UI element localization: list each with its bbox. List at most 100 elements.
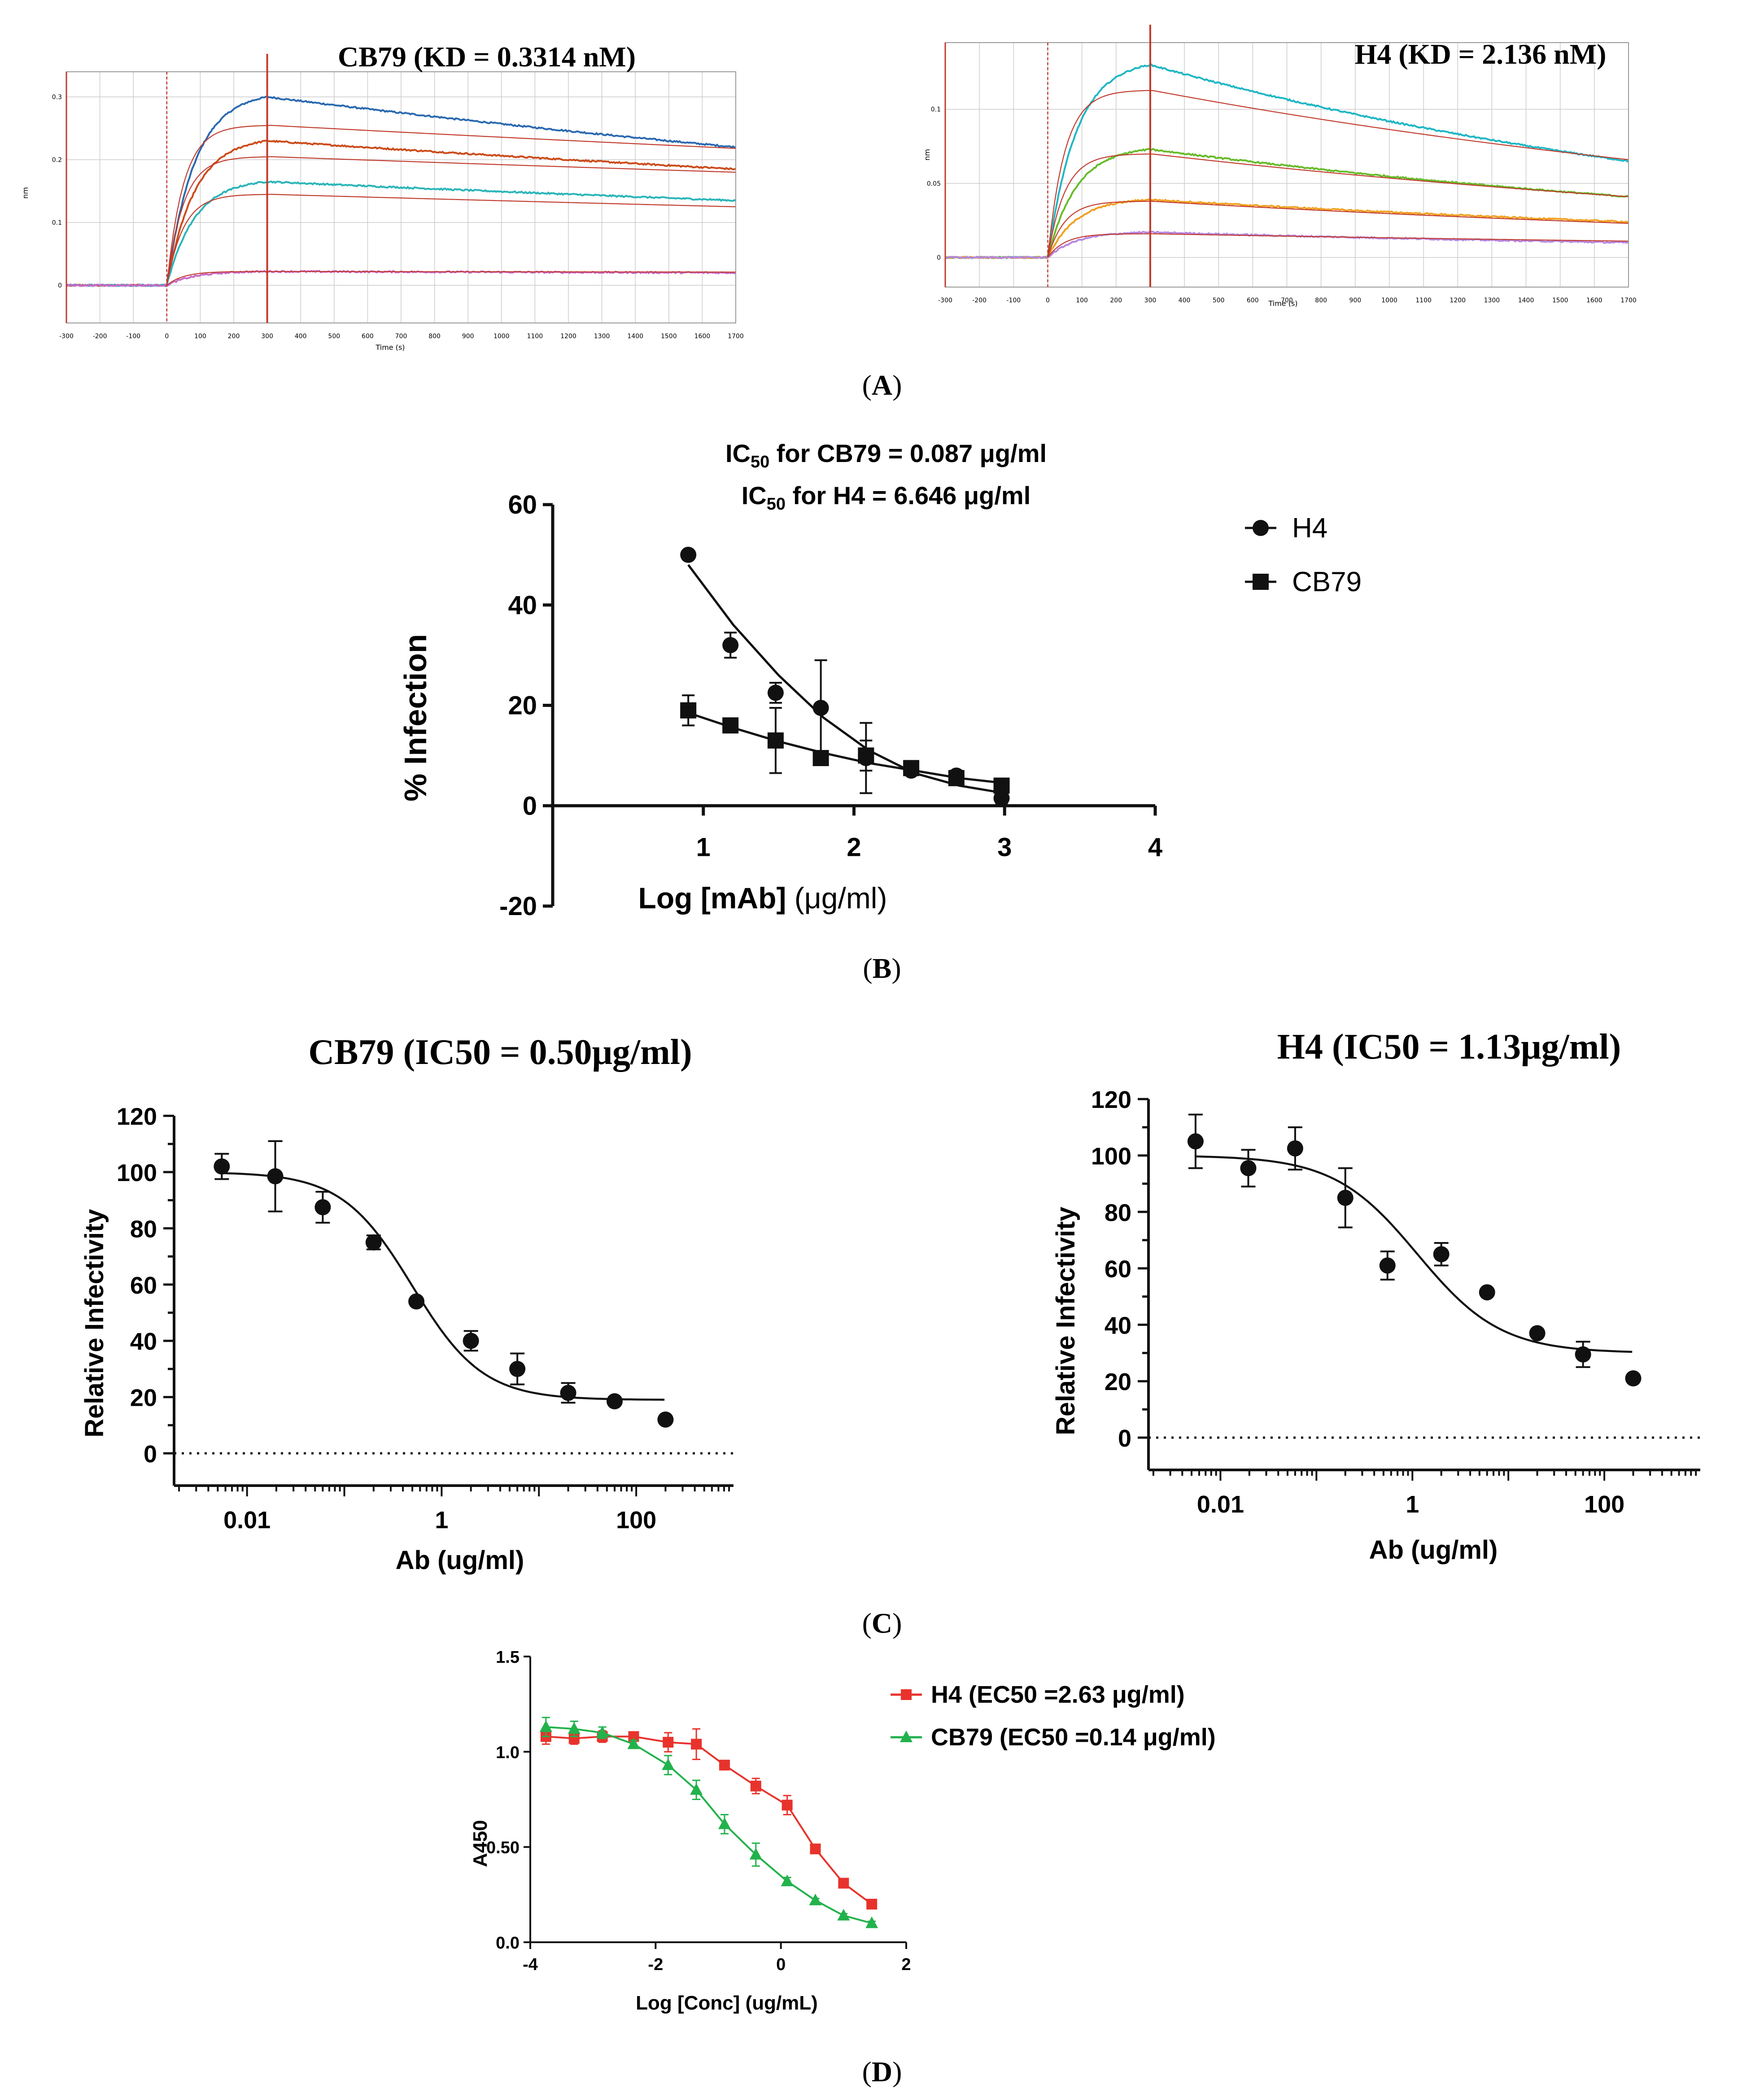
panel-b-point-cb79 <box>812 750 829 766</box>
panel-a1-ytick-label: 0.2 <box>52 157 62 164</box>
legend-cb79-marker <box>1253 574 1269 590</box>
panel-b-xtick-label: 2 <box>847 833 861 862</box>
panel-c2-xlabel: Ab (ug/ml) <box>1369 1535 1498 1565</box>
panel-b-annotation-cb79: IC50 for CB79 = 0.087 μg/ml <box>725 439 1047 471</box>
panel-a2-ytick-label: 0.05 <box>927 180 941 187</box>
panel-c1-ytick-label: 60 <box>130 1272 157 1299</box>
panel-a1-traces <box>66 95 736 288</box>
panel-a2-xtick-label: 1100 <box>1415 297 1432 304</box>
panel-a2-series-3 <box>945 198 1629 260</box>
panel-d-xtick-label: 2 <box>901 1955 911 1974</box>
panel-b-point-h4 <box>812 700 829 716</box>
legend-h4-marker <box>901 1689 912 1700</box>
panel-b-point-cb79 <box>722 717 739 734</box>
panel-c2-ytick-label: 80 <box>1105 1199 1131 1226</box>
panel-a2-axes: -300 -200 -100 0 100 200 300 400 500 600 700 800 900… <box>927 25 1637 304</box>
panel-b-xlabel: Log [mAb] (μg/ml) <box>638 881 887 915</box>
panel-d-point-cb79 <box>749 1848 762 1860</box>
panel-b-point-h4 <box>993 790 1010 807</box>
panel-b-xtick-label: 3 <box>997 833 1012 862</box>
panel-d-point-cb79 <box>809 1893 822 1905</box>
panel-c2-ytick-label: 0 <box>1118 1425 1131 1452</box>
panel-d-point-cb79 <box>662 1758 675 1770</box>
panel-label-a: (A) <box>862 369 902 401</box>
panel-c2-fit-curve <box>1195 1155 1633 1353</box>
panel-a2-traces <box>944 63 1629 260</box>
panel-a1-series-3 <box>66 180 736 288</box>
panel-c1-xtick-label: 1 <box>435 1507 448 1534</box>
panel-c2-point <box>1479 1284 1495 1301</box>
panel-c1-point <box>408 1293 425 1310</box>
panel-a1-xtick-label: -100 <box>126 333 140 340</box>
panel-label-b: (B) <box>863 952 901 984</box>
panel-c1-xlabel: Ab (ug/ml) <box>396 1546 524 1575</box>
panel-a1-fit-4 <box>166 271 736 286</box>
panel-a2-xtick-label: 1400 <box>1518 297 1534 304</box>
panel-a1-xtick-label: 700 <box>395 333 407 340</box>
panel-a1-ytick-label: 0.3 <box>52 94 62 101</box>
panel-a1-axes: -300 -200 -100 0 100 200 300 400 500 600 700 800 900… <box>52 54 744 340</box>
panel-a1-xtick-label: 400 <box>295 333 307 340</box>
panel-a2-series-2 <box>944 148 1629 260</box>
panel-c1-ylabel: Relative Infectivity <box>80 1209 109 1437</box>
panel-c2-axes: 0 20 40 60 80 100 120 0.01 1 100 <box>1091 1086 1700 1518</box>
panel-c2-point <box>1625 1370 1642 1386</box>
panel-c2-point <box>1187 1133 1204 1150</box>
panel-a1-xtick-label: -200 <box>93 333 107 340</box>
panel-d-point-h4 <box>691 1739 702 1750</box>
panel-c2-point <box>1240 1160 1257 1177</box>
panel-a2-xtick-label: 1700 <box>1620 297 1637 304</box>
panel-b-axes: -20 0 20 40 60 1 2 3 4 <box>499 490 1162 921</box>
panel-c2-title: H4 (IC50 = 1.13μg/ml) <box>1277 1027 1621 1067</box>
panel-a2-xtick-label: 700 <box>1281 297 1293 304</box>
panel-c1-ytick-label: 100 <box>117 1160 157 1186</box>
panel-a1-ytick-label: 0.1 <box>52 219 62 227</box>
panel-c1-data <box>214 1140 674 1428</box>
panel-c2-point <box>1433 1246 1450 1263</box>
panel-d-point-h4 <box>782 1800 793 1811</box>
panel-a1-xtick-label: 900 <box>462 333 474 340</box>
panel-b-ylabel: % Infection <box>398 634 433 801</box>
panel-a1-xtick-label: 600 <box>362 333 374 340</box>
panel-c1-fit-curve <box>222 1172 665 1401</box>
panel-d-point-h4 <box>663 1737 674 1748</box>
panel-d-point-cb79 <box>865 1916 878 1928</box>
panel-a1-fit-3 <box>166 194 736 286</box>
panel-d-xtick-label: -4 <box>523 1955 538 1974</box>
panel-a2-title: H4 (KD = 2.136 nM) <box>1355 38 1607 70</box>
panel-a2-xtick-label: 1000 <box>1381 297 1397 304</box>
panel-a1-xtick-label: 1100 <box>527 333 543 340</box>
panel-a1-xtick-label: 300 <box>261 333 273 340</box>
panel-b-point-h4 <box>680 546 697 563</box>
panel-a2-ylabel: nm <box>923 149 931 161</box>
panel-a1-xtick-label: -300 <box>59 333 74 340</box>
panel-d-point-h4 <box>719 1760 730 1771</box>
legend-h4-marker <box>1253 520 1269 536</box>
panel-d-ytick-label: 0.50 <box>486 1839 520 1857</box>
panel-a1-xtick-label: 1300 <box>594 333 610 340</box>
panel-a2-xtick-label: 900 <box>1349 297 1361 304</box>
panel-a2-xtick-label: 300 <box>1144 297 1157 304</box>
panel-c2-chart: H4 (IC50 = 1.13μg/ml) 0 20 40 60 80 100 120 0.0… <box>1051 1027 1700 1565</box>
legend-cb79-label: CB79 (EC50 =0.14 μg/ml) <box>931 1724 1216 1751</box>
panel-c1-point <box>463 1333 479 1349</box>
legend-h4-label: H4 <box>1292 513 1327 544</box>
panel-d-point-h4 <box>810 1843 821 1854</box>
panel-b-ytick-label: 60 <box>508 490 537 519</box>
panel-d-data <box>539 1717 878 1928</box>
panel-a1-xtick-label: 0 <box>165 333 169 340</box>
panel-a1-xlabel: Time (s) <box>375 343 405 352</box>
panel-d-ylabel: A450 <box>469 1820 491 1867</box>
panel-b-point-cb79 <box>767 732 784 749</box>
panel-c1-chart: CB79 (IC50 = 0.50μg/ml) 0204060801001200… <box>80 1033 734 1575</box>
panel-a1-ytick-label: 0 <box>58 282 62 289</box>
panel-a2-ytick-label: 0 <box>937 254 941 262</box>
panel-c1-ytick-label: 120 <box>117 1103 157 1130</box>
panel-b-point-cb79 <box>903 760 920 776</box>
panel-a2-xtick-label: 500 <box>1213 297 1225 304</box>
panel-c2-ytick-label: 120 <box>1091 1086 1131 1113</box>
panel-a1-ylabel: nm <box>21 187 30 199</box>
panel-a1-xtick-label: 1600 <box>694 333 711 340</box>
panel-b-point-h4 <box>722 637 739 654</box>
panel-c1-point <box>657 1411 674 1428</box>
